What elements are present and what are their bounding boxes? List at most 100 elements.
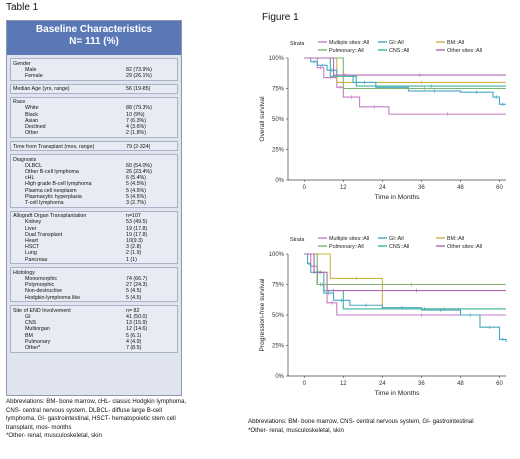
legend-label: Other sites::All [447, 48, 482, 54]
figure-footnote: *Other- renal, musculoskeletal, skin [248, 426, 344, 434]
row-value: 12 (14.6) [126, 326, 148, 333]
row-label: Polymorphic [25, 282, 55, 289]
row-label: Female [25, 72, 43, 79]
y-tick-label: 0% [275, 178, 284, 184]
table-abbreviations-text: Abbreviations: BM- bone marrow, cHL- cla… [6, 398, 187, 431]
x-tick-label: 36 [418, 185, 425, 191]
table-title: Table 1 [6, 2, 39, 13]
section-name: Median Age (yrs, range) [13, 86, 70, 93]
row-value: 4 (3.6%) [126, 124, 147, 131]
legend-label: BM::All [447, 40, 464, 46]
y-axis-label: Progression-free survival [259, 278, 266, 351]
row-label: BM [25, 332, 33, 339]
row-label: Non-destructive [25, 288, 63, 295]
survival-curve [304, 57, 506, 90]
row-label: Liver [25, 225, 37, 232]
section-name: Allograft Organ Transplantation [13, 213, 87, 220]
table-section: Gender Male 82 (73.9%) Female 29 (26.1%) [10, 58, 178, 81]
row-value: 7 (8.5) [126, 345, 142, 352]
row-value: 13 (15.9) [126, 320, 148, 327]
survival-curve [304, 57, 506, 105]
row-value: 5 (4.5%) [126, 193, 147, 200]
row-value: 3 (2.8) [126, 244, 142, 251]
survival-curve [304, 253, 506, 292]
x-tick-label: 12 [340, 185, 347, 191]
section-name: Diagnosis [13, 156, 37, 163]
section-value: n=107 [126, 213, 141, 220]
section-value: n= 82 [126, 307, 140, 314]
row-value: 10(9.3) [126, 238, 143, 245]
legend-label: BM::All [447, 236, 464, 242]
survival-curve [304, 253, 507, 342]
row-value: 5 (4.5) [126, 288, 142, 295]
table-section: Race White 88 (79.3%) Black 10 (9%) Asian 7 (6… [10, 96, 178, 138]
row-label: Asian [25, 117, 39, 124]
row-value: 7 (6.3%) [126, 117, 147, 124]
legend-label: Multiple sites::All [329, 40, 369, 46]
row-value: 88 (79.3%) [126, 105, 152, 112]
survival-curve [304, 253, 506, 286]
row-value: 6 (5.4%) [126, 175, 147, 182]
table-header-title: Baseline Characteristics [35, 24, 153, 35]
survival-curve [304, 57, 506, 76]
row-value: 10 (9%) [126, 111, 145, 118]
x-axis-label: Time in Months [375, 194, 421, 201]
row-value: 53 (49.5) [126, 219, 148, 226]
row-value: 4 (4.9) [126, 338, 142, 345]
table-section: Allograft Organ Transplantation n=107 Kidn… [10, 210, 178, 265]
baseline-characteristics-table: Baseline Characteristics N= 111 (%) Gend… [6, 20, 182, 396]
y-tick-label: 0% [275, 374, 284, 380]
legend-title: Strata [290, 237, 304, 243]
y-tick-label: 25% [272, 148, 285, 154]
x-tick-label: 24 [379, 381, 386, 387]
row-label: High grade B-cell lymphoma [25, 181, 92, 188]
table-section: Site of END Involvement n= 82 GI 41 (50.0) C… [10, 305, 178, 353]
row-label: Kidney [25, 219, 42, 226]
row-value: 2 (1.8%) [126, 130, 147, 137]
table-header: Baseline Characteristics N= 111 (%) [7, 21, 181, 55]
row-label: Plasma cell neoplasm [25, 187, 77, 194]
row-label: cHL [25, 175, 35, 182]
section-name: Time from Transplant (mos, range) [13, 143, 95, 150]
x-axis-label: Time in Months [375, 390, 421, 397]
row-label: Lung [25, 250, 37, 257]
table-section: Time from Transplant (mos, range) 79 (2-3… [10, 141, 178, 152]
y-axis-label: Overall survival [259, 96, 266, 142]
table-section: Diagnosis DLBCL 60 (54.0%) Other B-cell lym… [10, 154, 178, 208]
row-value: 19 (17.8) [126, 231, 148, 238]
row-value: 74 (66.7) [126, 276, 148, 283]
table-section: Median Age (yrs, range) 56 (19-85) [10, 83, 178, 94]
legend-label: Multiple sites::All [329, 236, 369, 242]
row-label: Multiorgan [25, 326, 50, 333]
row-value: 26 (23.4%) [126, 169, 152, 176]
x-tick-label: 48 [457, 185, 464, 191]
section-value: 56 (19-85) [126, 86, 151, 93]
y-tick-label: 25% [272, 344, 285, 350]
y-tick-label: 100% [269, 252, 285, 258]
legend-label: GI::All [389, 40, 404, 46]
row-value: 41 (50.0) [126, 314, 148, 321]
overall-survival-plot: Strata Multiple sites::All BM::All CNS::All… [250, 36, 514, 221]
row-label: Black [25, 111, 38, 118]
row-label: HSCT [25, 244, 40, 251]
section-name: Gender [13, 60, 31, 67]
x-tick-label: 24 [379, 185, 386, 191]
table-section: Histology Monomorphic 74 (66.7) Polymorphic… [10, 267, 178, 303]
overall-survival-svg: Strata Multiple sites::All BM::AllCNS::All… [259, 40, 506, 201]
row-label: Dual Transplant [25, 231, 63, 238]
row-label: White [25, 105, 39, 112]
row-label: Heart [25, 238, 38, 245]
row-label: Other [25, 130, 39, 137]
row-value: 19 (17.8) [126, 225, 148, 232]
row-value: 5 (4.5) [126, 294, 142, 301]
row-label: Male [25, 66, 37, 73]
section-name: Histology [13, 269, 35, 276]
x-tick-label: 36 [418, 381, 425, 387]
row-value: 2 (1.9) [126, 250, 142, 257]
row-label: Pancreas [25, 256, 48, 263]
row-value: 29 (26.1%) [126, 72, 152, 79]
legend-label: Other sites::All [447, 244, 482, 250]
x-tick-label: 0 [303, 381, 307, 387]
y-tick-label: 100% [269, 56, 285, 62]
y-tick-label: 50% [272, 117, 285, 123]
